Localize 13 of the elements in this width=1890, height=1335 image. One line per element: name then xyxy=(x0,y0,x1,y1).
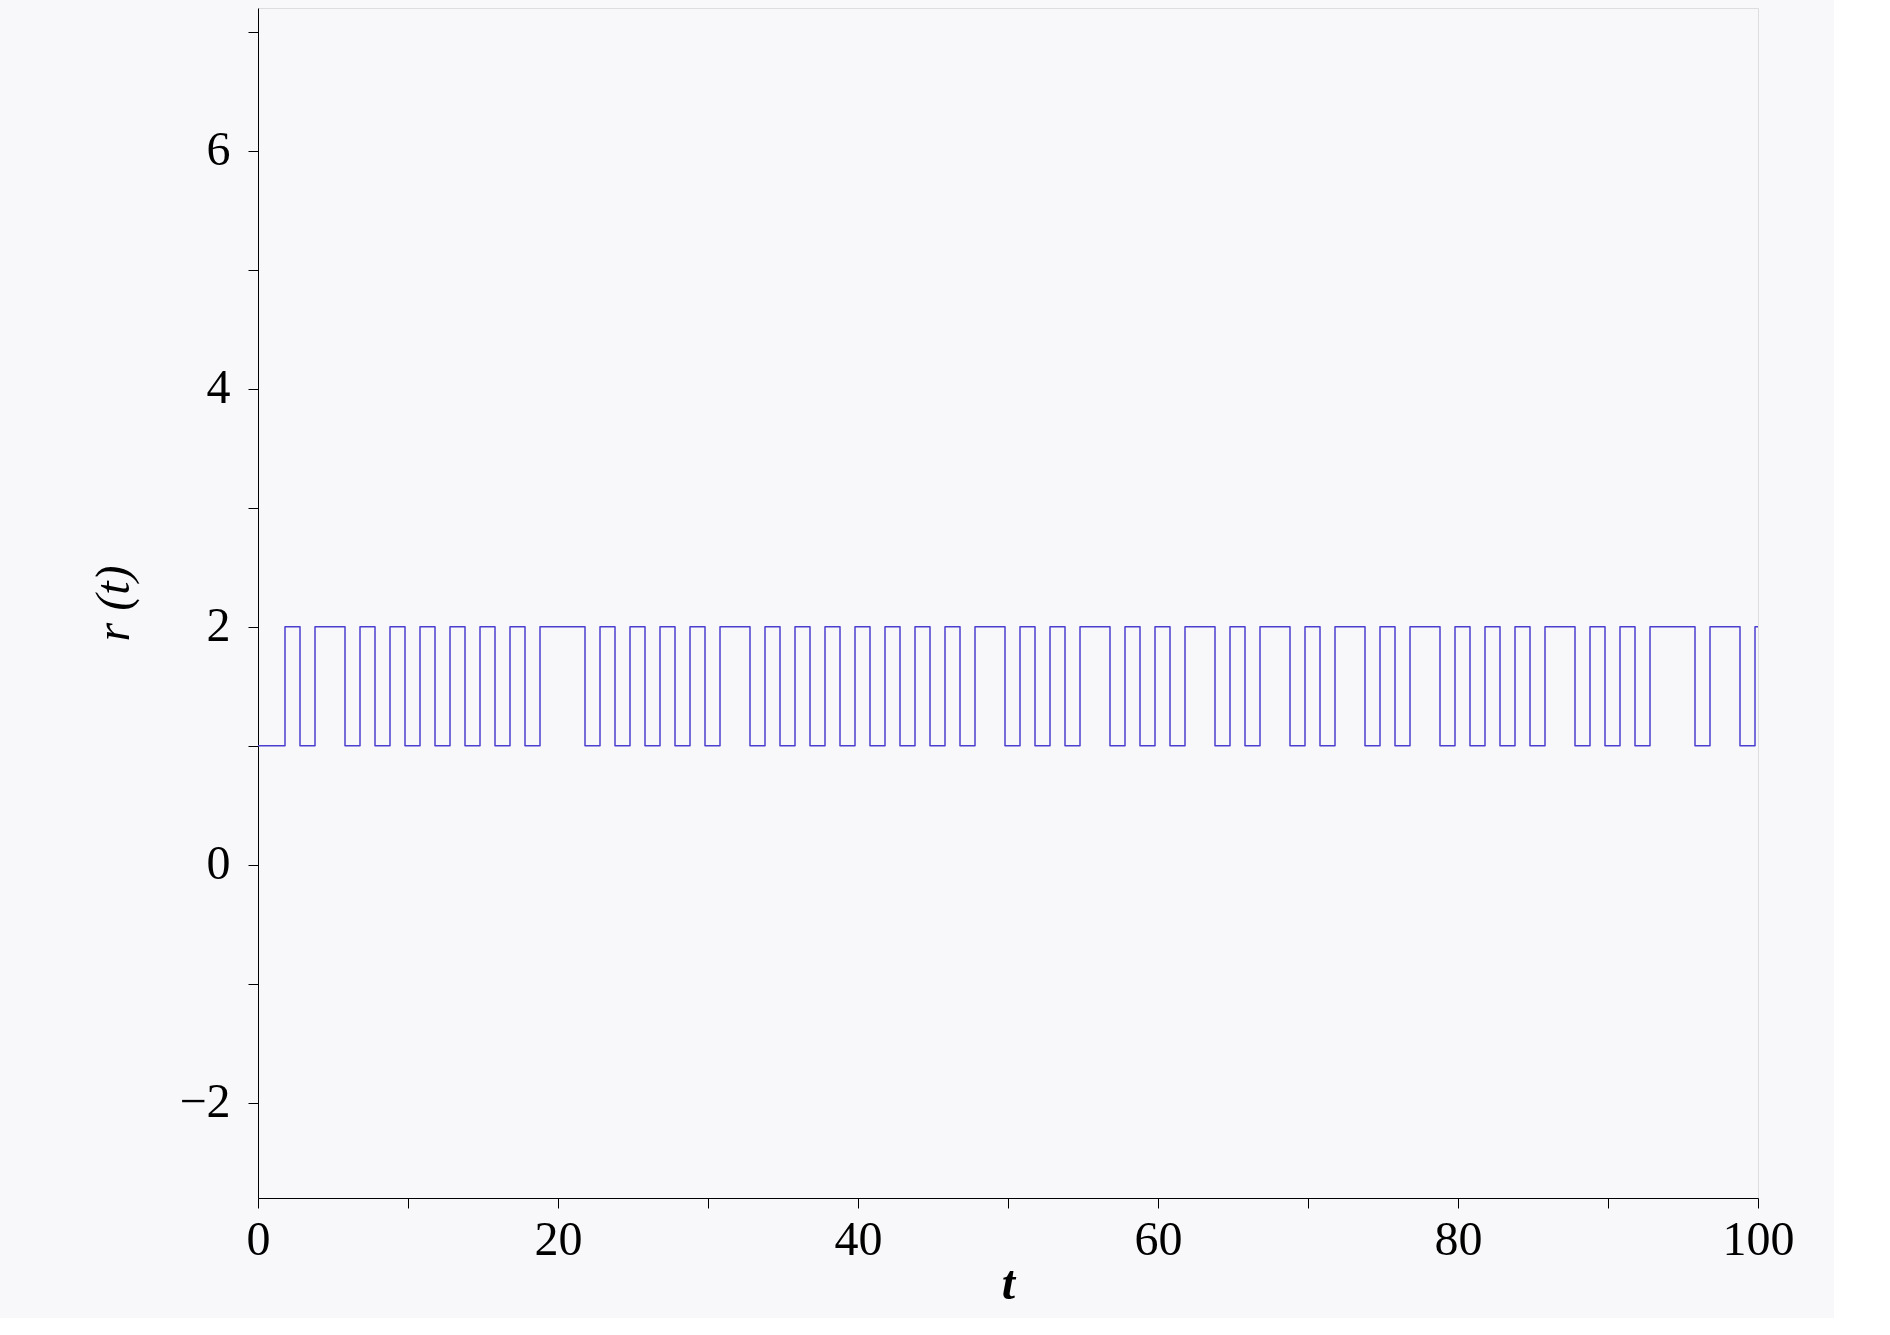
y-tick-label: 2 xyxy=(206,598,231,652)
y-tick-label: 4 xyxy=(206,360,231,414)
x-tick-label: 40 xyxy=(834,1211,883,1265)
x-tick-label: 0 xyxy=(246,1211,271,1265)
y-tick-label: −2 xyxy=(179,1074,231,1128)
x-tick-label: 20 xyxy=(534,1211,583,1265)
x-tick-label: 80 xyxy=(1434,1211,1483,1265)
y-axis-title: r (t) xyxy=(86,565,141,642)
x-tick-label: 60 xyxy=(1134,1211,1183,1265)
x-tick-label: 100 xyxy=(1722,1211,1795,1265)
x-axis-title: t xyxy=(1001,1255,1017,1309)
y-tick-label: 0 xyxy=(206,836,231,890)
y-tick-label: 6 xyxy=(206,122,231,176)
